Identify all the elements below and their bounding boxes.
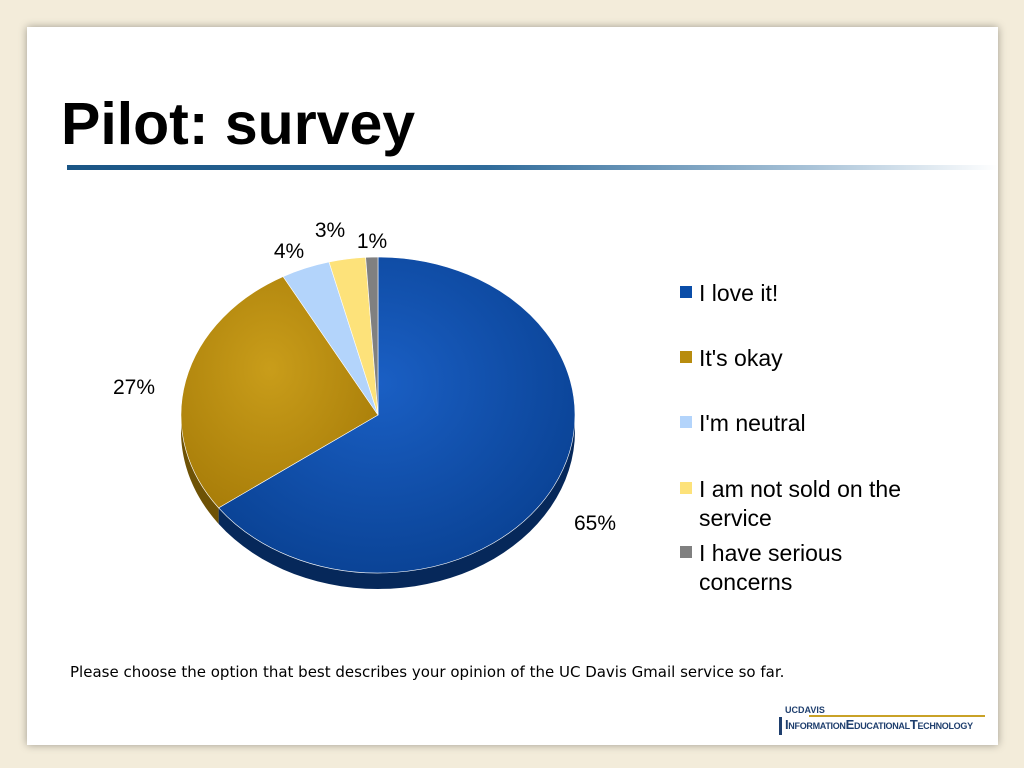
pie-chart: 65% 27% 4% 3% 1% I love it! It's okay I'm neut…: [113, 219, 901, 595]
slide-title: Pilot: survey: [61, 91, 416, 157]
legend-swatch-4: [680, 546, 692, 558]
legend-swatch-0: [680, 286, 692, 298]
pie-slice-1: [180, 276, 379, 509]
legend-label-2: I'm neutral: [699, 410, 806, 436]
slide: Pilot: survey 65% 27% 4% 3% 1% I love it! It'…: [27, 27, 998, 745]
legend-label-4: I have serious concerns: [699, 540, 842, 595]
legend-swatch-1: [680, 351, 692, 363]
logo-uc-davis: UCDAVIS: [785, 705, 825, 715]
legend-swatch-3: [680, 482, 692, 494]
pie-slice-0: [218, 256, 576, 574]
pie-value-label-1: 27%: [113, 376, 155, 399]
title-divider: [67, 165, 998, 170]
legend-swatch-2: [680, 416, 692, 428]
pie-slice-4: [365, 256, 379, 416]
legend: I love it! It's okay I'm neutral I am not s…: [680, 280, 901, 595]
uc-davis-iet-logo: UCDAVIS InformationEducationalTechnology: [779, 703, 989, 739]
pie-labels: 65% 27% 4% 3% 1%: [113, 219, 616, 535]
pie-top: [180, 256, 576, 574]
pie-value-label-0: 65%: [574, 512, 616, 535]
logo-bar: [779, 717, 782, 735]
legend-label-0: I love it!: [699, 280, 778, 306]
pie-value-label-4: 1%: [357, 230, 387, 253]
legend-label-3: I am not sold on the service: [699, 476, 901, 531]
pie-value-label-3: 3%: [315, 219, 345, 242]
logo-rule: [809, 715, 985, 717]
pie-value-label-2: 4%: [274, 240, 304, 263]
legend-label-1: It's okay: [699, 345, 783, 371]
survey-question-caption: Please choose the option that best descr…: [70, 663, 785, 681]
logo-text: InformationEducationalTechnology: [785, 717, 973, 732]
